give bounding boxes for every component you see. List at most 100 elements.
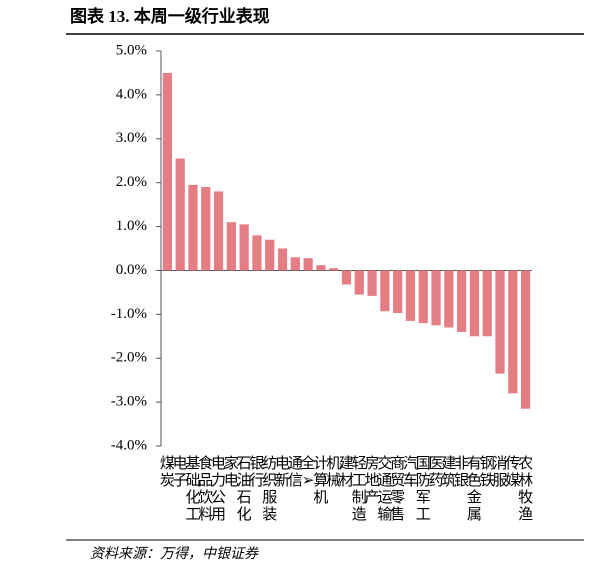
x-tick-char: 石 xyxy=(237,456,252,472)
x-tick-label: 银行 xyxy=(249,455,264,489)
x-tick-label: 通信 xyxy=(288,455,303,489)
x-tick-char: 医 xyxy=(429,456,444,472)
x-tick-char: 轻 xyxy=(352,455,367,472)
x-tick-char: 建 xyxy=(339,455,354,472)
bar xyxy=(367,270,377,296)
y-tick-label: 1.0% xyxy=(116,218,147,234)
x-tick-label: 消服 xyxy=(493,455,508,489)
bar xyxy=(405,270,416,321)
x-tick-char: 银 xyxy=(454,472,469,489)
x-tick-char: 机 xyxy=(326,455,341,472)
x-tick-char: 电 xyxy=(173,455,188,472)
x-tick-char: 服 xyxy=(493,472,508,489)
x-tick-char: 工 xyxy=(352,473,367,489)
x-tick-label: 农林牧渔 xyxy=(518,455,533,523)
x-tick-char: 金 xyxy=(467,489,482,506)
y-tick-label: -2.0% xyxy=(111,350,147,366)
x-tick-label: 房地产 xyxy=(365,455,380,506)
x-tick-char: 制 xyxy=(352,489,367,506)
bar xyxy=(226,222,236,271)
x-tick-char: 化 xyxy=(237,506,252,523)
bar xyxy=(213,191,224,271)
x-tick-char: 国 xyxy=(416,455,431,472)
bar xyxy=(354,270,364,295)
x-tick-label: 基础化工 xyxy=(185,455,200,523)
x-tick-char: 品 xyxy=(198,472,213,489)
bar xyxy=(393,270,403,314)
x-tick-char: 药 xyxy=(429,472,444,489)
x-tick-char: 织 xyxy=(262,472,277,489)
x-tick-char: 林 xyxy=(518,472,533,489)
x-tick-char: 新 xyxy=(275,472,290,489)
x-tick-char: 造 xyxy=(352,506,367,523)
x-tick-label: 轻工制造 xyxy=(352,455,367,523)
x-tick-label: 钢铁 xyxy=(480,455,495,489)
x-tick-char: 料 xyxy=(198,506,213,523)
y-tick-label: 3.0% xyxy=(116,130,147,146)
x-tick-char: 公 xyxy=(211,490,226,506)
bar xyxy=(329,268,339,271)
x-tick-label: 电新 xyxy=(275,455,290,489)
y-tick-label: -3.0% xyxy=(111,394,147,410)
x-tick-char: 计 xyxy=(313,455,328,472)
x-tick-char: 服 xyxy=(262,489,277,506)
y-tick-label: 4.0% xyxy=(116,86,147,102)
x-tick-char: 电 xyxy=(224,472,239,489)
x-tick-char: 纺 xyxy=(262,455,277,472)
x-tick-char: 铁 xyxy=(480,472,495,489)
x-tick-char: 食 xyxy=(198,455,213,472)
bar xyxy=(201,187,211,271)
x-tick-char: 军 xyxy=(416,490,431,506)
x-tick-char: 材 xyxy=(339,472,354,489)
x-tick-char: 石 xyxy=(237,490,252,506)
bar xyxy=(175,158,185,271)
bar xyxy=(457,270,467,332)
x-tick-label: 国防军工 xyxy=(416,455,431,523)
x-tick-char: 工 xyxy=(416,507,431,523)
x-tick-char: 地 xyxy=(365,472,380,489)
x-tick-label: 汽车 xyxy=(403,455,418,489)
x-tick-char: 贸 xyxy=(390,472,405,489)
x-tick-char: 建 xyxy=(441,455,456,472)
x-tick-char: 工 xyxy=(185,507,200,523)
bar xyxy=(316,265,326,271)
x-tick-label: 电力公用 xyxy=(211,455,226,523)
bar xyxy=(520,270,531,409)
x-tick-char: 有 xyxy=(467,455,482,472)
x-tick-label: 医药 xyxy=(429,456,444,489)
y-tick-label: -4.0% xyxy=(111,437,147,453)
x-tick-char: 牧 xyxy=(518,489,533,506)
x-tick-label: 建材 xyxy=(339,455,354,489)
chart-title: 图表 13. 本周一级行业表现 xyxy=(70,6,270,26)
x-tick-char: 础 xyxy=(185,472,200,489)
x-tick-label: 电子 xyxy=(173,455,188,489)
bar xyxy=(418,270,428,324)
x-tick-char: 力 xyxy=(211,472,226,489)
bar xyxy=(162,72,173,271)
bar xyxy=(508,270,518,394)
bar xyxy=(341,270,352,285)
bar xyxy=(444,270,454,328)
x-tick-char: 输 xyxy=(377,506,392,523)
bar xyxy=(469,270,480,337)
x-tick-char: 电 xyxy=(211,455,226,472)
x-tick-char: 机 xyxy=(313,489,328,506)
x-tick-char: 色 xyxy=(467,472,482,489)
x-tick-label: 非银 xyxy=(454,455,469,489)
x-tick-char: 算 xyxy=(313,471,328,489)
bar xyxy=(252,235,262,271)
x-tick-char: 消 xyxy=(493,455,508,472)
x-tick-char: 煤 xyxy=(160,455,175,472)
x-tick-char: 银 xyxy=(249,455,264,472)
x-tick-label: 食品饮料 xyxy=(198,455,213,523)
x-tick-char: 炭 xyxy=(160,472,175,489)
source: 资料来源：万得，中银证券 xyxy=(90,546,259,562)
bar xyxy=(265,239,275,271)
x-tick-label: 全➢ xyxy=(301,454,316,489)
x-tick-char: 售 xyxy=(390,506,405,523)
y-tick-label: 5.0% xyxy=(116,42,147,58)
x-tick-char: 电 xyxy=(275,455,290,472)
x-tick-char: 家 xyxy=(224,455,239,472)
x-tick-label: 煤炭 xyxy=(160,455,175,489)
bar xyxy=(380,270,390,312)
